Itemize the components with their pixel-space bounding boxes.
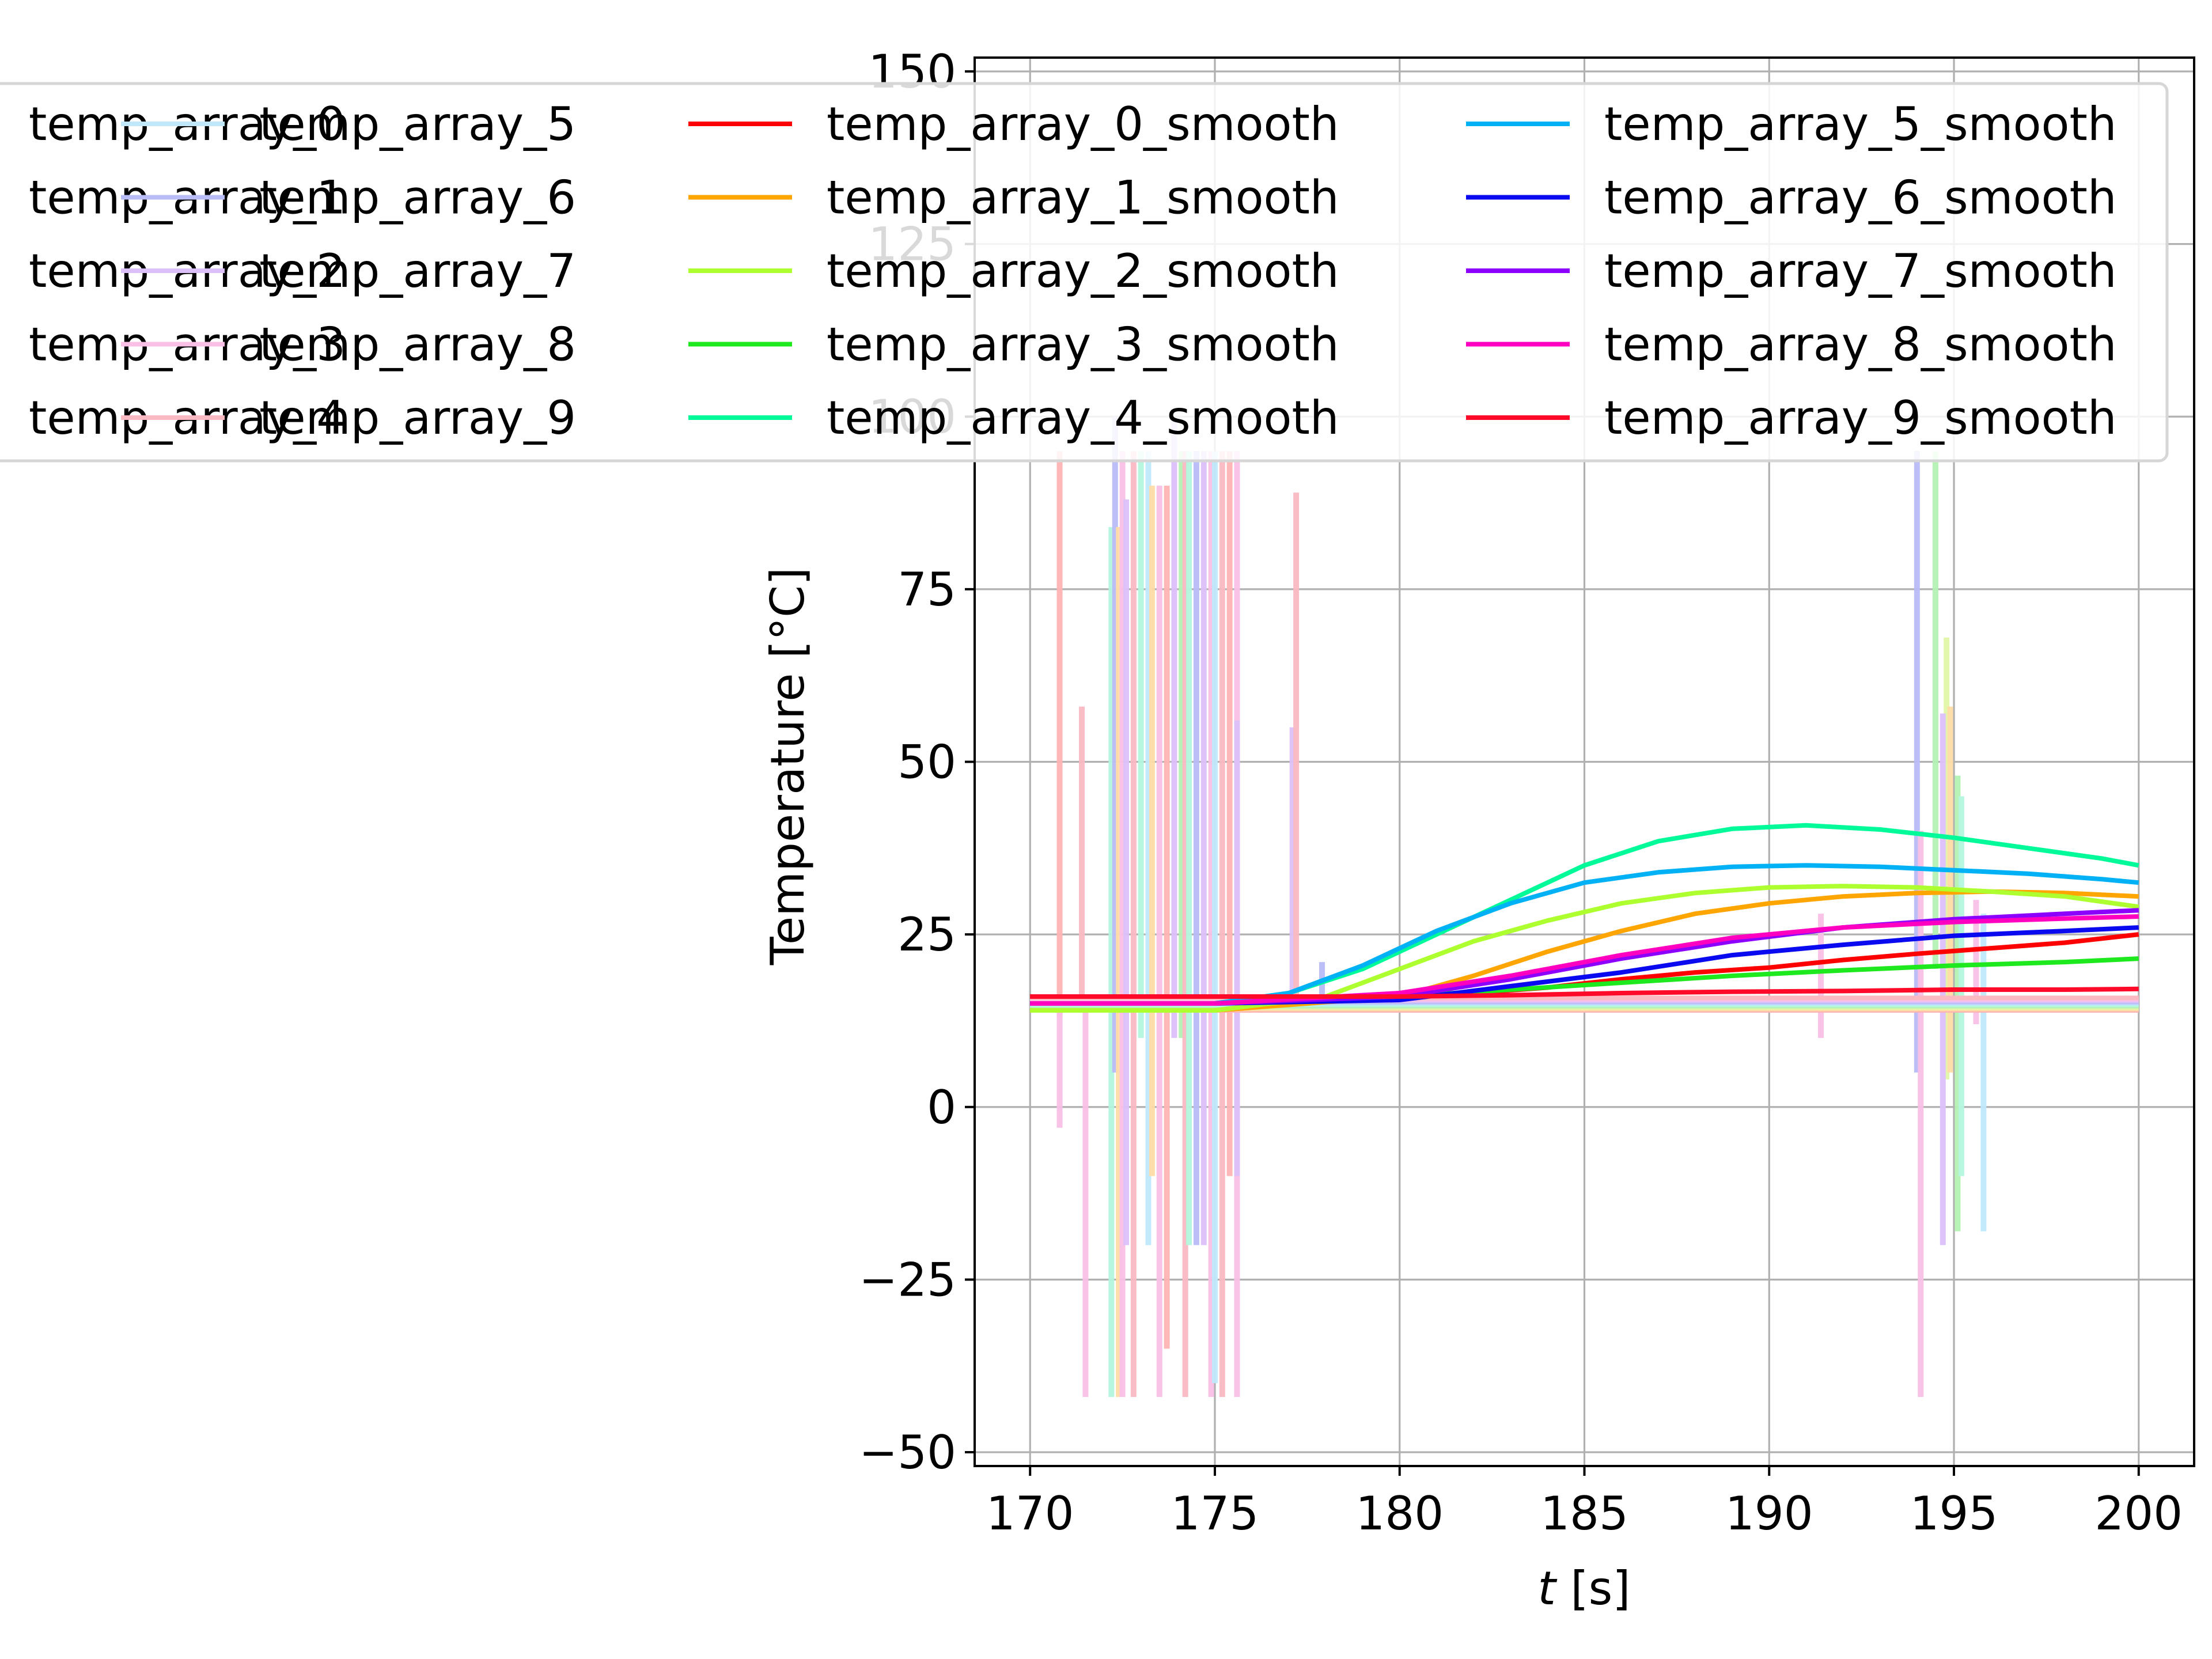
- legend-label: temp_array_3_smooth: [827, 318, 1339, 372]
- legend-label: temp_array_5_smooth: [1604, 97, 2117, 151]
- smooth-series-line: [1030, 884, 2139, 1013]
- x-axis-label-variable: t: [1538, 1562, 1558, 1615]
- legend: temp_array_0temp_array_1temp_array_2temp…: [0, 82, 2169, 463]
- y-tick-label: −50: [859, 1426, 956, 1479]
- legend-label: temp_array_5: [259, 97, 576, 151]
- smooth-series: [1030, 823, 2139, 1013]
- legend-label: temp_array_7: [259, 244, 576, 298]
- x-tick-label: 200: [2094, 1487, 2183, 1540]
- smooth-series-line: [1030, 863, 2139, 1006]
- x-axis-label: t [s]: [1538, 1562, 1631, 1615]
- x-tick-label: 170: [986, 1487, 1074, 1540]
- legend-label: temp_array_1_smooth: [827, 171, 1339, 225]
- y-tick-label: 25: [897, 908, 956, 961]
- legend-label: temp_array_8: [259, 318, 576, 372]
- legend-frame: [0, 82, 2169, 463]
- x-tick-label: 185: [1540, 1487, 1628, 1540]
- legend-label: temp_array_2_smooth: [827, 244, 1339, 298]
- legend-label: temp_array_0_smooth: [827, 97, 1339, 151]
- x-axis-label-unit: [s]: [1556, 1562, 1631, 1615]
- x-axis-ticks: 170 175 180 185 190 195 200: [986, 1466, 2183, 1540]
- legend-label: temp_array_6_smooth: [1604, 171, 2117, 225]
- y-axis-label: Temperature [°C]: [761, 567, 815, 965]
- legend-label: temp_array_8_smooth: [1604, 318, 2117, 372]
- x-tick-label: 195: [1910, 1487, 1998, 1540]
- smooth-series-line: [1030, 986, 2139, 999]
- x-tick-label: 175: [1171, 1487, 1259, 1540]
- legend-label: temp_array_9: [259, 391, 576, 445]
- legend-label: temp_array_9_smooth: [1604, 391, 2117, 445]
- x-tick-label: 180: [1355, 1487, 1444, 1540]
- y-tick-label: −25: [859, 1253, 956, 1306]
- legend-label: temp_array_7_smooth: [1604, 244, 2117, 298]
- raw-series: [1030, 416, 2139, 1397]
- y-tick-label: 75: [897, 563, 956, 616]
- x-tick-label: 190: [1725, 1487, 1813, 1540]
- legend-label: temp_array_4_smooth: [827, 391, 1339, 445]
- legend-label: temp_array_6: [259, 171, 576, 225]
- y-tick-label: 0: [927, 1081, 956, 1134]
- y-tick-label: 50: [897, 736, 956, 789]
